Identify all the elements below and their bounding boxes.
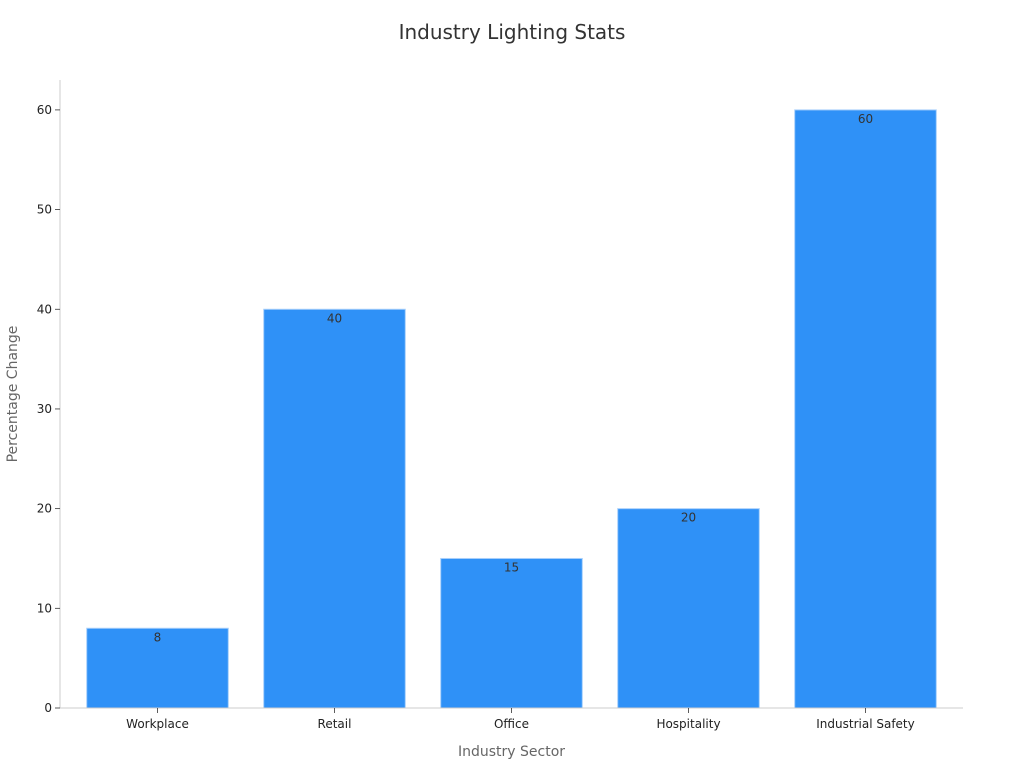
data-label: 15 — [504, 560, 519, 574]
x-tick-label: Hospitality — [656, 717, 720, 731]
data-label: 20 — [681, 511, 696, 525]
data-label: 8 — [154, 630, 162, 644]
bars-layer — [86, 109, 937, 709]
x-tick-label: Industrial Safety — [816, 717, 914, 731]
y-tick-label: 30 — [37, 402, 52, 416]
x-tick-label: Workplace — [126, 717, 189, 731]
y-axis-title: Percentage Change — [5, 326, 21, 463]
bar-industrial-safety — [794, 109, 937, 709]
bar-office — [440, 557, 583, 709]
y-tick-label: 40 — [37, 302, 52, 316]
y-ticks-layer: 0 10 20 30 40 50 60 — [37, 103, 60, 715]
y-tick-label: 10 — [37, 601, 52, 615]
bar-hospitality — [617, 508, 760, 709]
y-tick-label: 50 — [37, 203, 52, 217]
bar-workplace — [86, 627, 229, 709]
y-tick-label: 20 — [37, 502, 52, 516]
data-label: 40 — [327, 311, 342, 325]
y-tick-label: 0 — [44, 701, 52, 715]
x-ticks-layer: Workplace Retail Office Hospitality Industri… — [126, 708, 915, 731]
x-axis-title: Industry Sector — [458, 744, 565, 760]
x-tick-label: Office — [494, 717, 529, 731]
data-labels-layer: 8 40 15 20 60 — [154, 112, 873, 644]
x-tick-label: Retail — [318, 717, 352, 731]
data-label: 60 — [858, 112, 873, 126]
y-tick-label: 60 — [37, 103, 52, 117]
chart-title: Industry Lighting Stats — [398, 20, 626, 44]
bar-retail — [263, 308, 406, 709]
